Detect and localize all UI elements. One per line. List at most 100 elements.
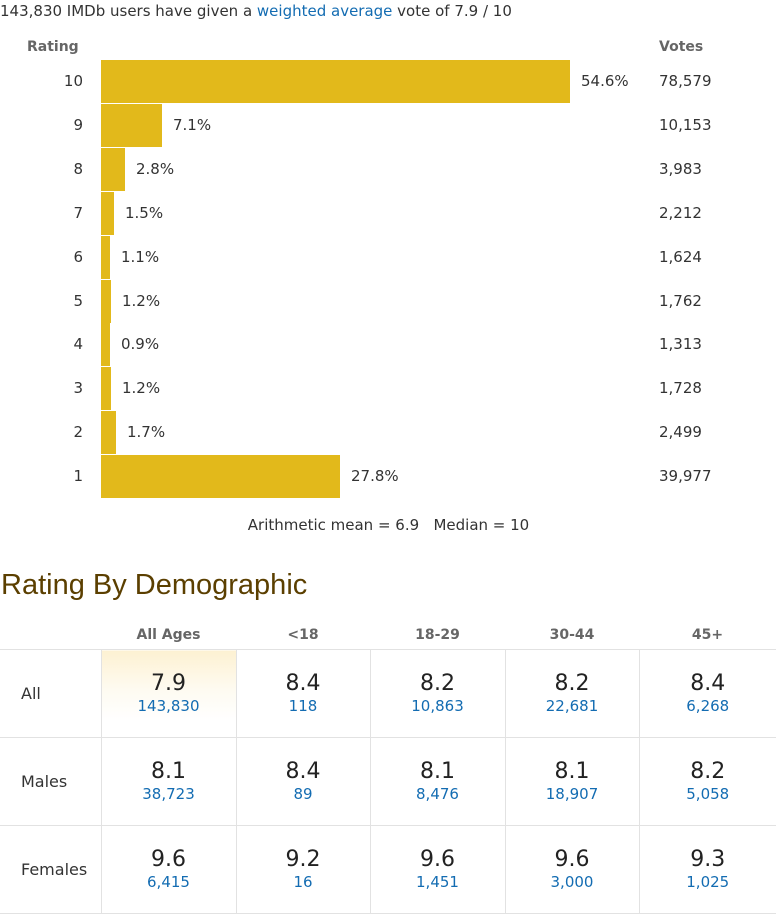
col-header-under-18: <18: [287, 627, 319, 643]
histogram-row: 5 1.2% 1,762: [0, 279, 777, 324]
rating-bar: [101, 323, 110, 367]
rating-value: 4: [73, 335, 83, 354]
demographic-votes-link[interactable]: 18,907: [545, 784, 599, 803]
demographic-row: Females 9.6 6,415 9.2 16 9.6 1,451 9.6 3,000 9.3 1…: [0, 825, 776, 914]
histogram-row: 6 1.1% 1,624: [0, 235, 777, 280]
demographic-rating: 9.3: [690, 846, 726, 872]
rating-percent: 1.7%: [127, 423, 166, 442]
histogram-row: 7 1.5% 2,212: [0, 191, 777, 236]
demographic-rating: 7.9: [151, 670, 186, 696]
demographic-cell: 8.4 6,268: [638, 649, 776, 738]
demographic-cell: 8.4 89: [235, 737, 371, 826]
demographic-votes-link[interactable]: 10,863: [411, 696, 464, 715]
demographic-votes-link[interactable]: 38,723: [142, 784, 195, 803]
rating-percent: 7.1%: [173, 115, 212, 134]
histogram-row: 2 1.7% 2,499: [0, 411, 777, 455]
col-header-45-plus: 45+: [691, 627, 724, 643]
demographic-rating: 9.2: [285, 846, 321, 872]
rating-percent: 1.1%: [121, 247, 160, 266]
demographic-rating: 8.1: [554, 758, 590, 784]
histogram-row: 1 27.8% 39,977: [0, 455, 777, 499]
rating-bar: [101, 235, 110, 279]
rating-summary: 143,830 IMDb users have given a weighted…: [0, 2, 512, 20]
demographic-votes-link[interactable]: 6,268: [686, 696, 730, 715]
demographic-rating: 8.4: [285, 670, 321, 696]
demographic-rating: 8.1: [151, 758, 186, 784]
demographic-cell: 9.3 1,025: [638, 825, 776, 914]
rating-percent: 1.5%: [125, 203, 164, 222]
demographic-cell: 9.2 16: [235, 825, 371, 914]
demographic-cell: 7.9 143,830: [100, 649, 237, 738]
rating-value: 9: [73, 115, 83, 134]
demographic-rating: 8.4: [690, 670, 726, 696]
rating-value: 6: [73, 247, 83, 266]
demographic-cell: 8.2 5,058: [638, 737, 776, 826]
rating-value: 8: [73, 159, 83, 178]
demographic-rating: 9.6: [420, 846, 455, 872]
demographic-table: All Ages <18 18-29 30-44 45+ All 7.9 143,8…: [0, 621, 776, 914]
corner-header: [0, 621, 101, 650]
demographic-cell: 8.4 118: [235, 649, 371, 738]
demographic-votes-link[interactable]: 16: [293, 872, 313, 891]
rating-percent: 0.9%: [121, 335, 160, 354]
demographic-row: All 7.9 143,830 8.4 118 8.2 10,863 8.2 22,681 8.4…: [0, 649, 776, 738]
demographic-row-label: All: [0, 649, 102, 738]
vote-count: 1,762: [659, 291, 702, 310]
rating-bar: [101, 411, 116, 455]
rating-percent: 1.2%: [122, 379, 161, 398]
demographic-rating: 9.6: [151, 846, 186, 872]
demographic-votes-link[interactable]: 8,476: [416, 784, 459, 803]
rating-value: 10: [63, 72, 83, 90]
col-header-30-44: 30-44: [549, 627, 595, 643]
demographic-rating: 8.2: [420, 670, 455, 696]
vote-count: 78,579: [659, 72, 712, 90]
vote-count: 2,499: [659, 423, 702, 442]
demographic-rating: 8.2: [554, 670, 590, 696]
col-header-all-ages: All Ages: [136, 627, 201, 643]
demographic-cell: 8.2 22,681: [504, 649, 640, 738]
vote-count: 2,212: [659, 203, 702, 222]
histogram-row: 10 54.6% 78,579: [0, 60, 777, 104]
demographic-cell: 8.1 8,476: [369, 737, 506, 826]
rating-bar: [101, 147, 125, 191]
demographic-votes-link[interactable]: 89: [293, 784, 313, 803]
demographic-votes-link[interactable]: 1,451: [416, 872, 459, 891]
rating-stats: Arithmetic mean = 6.9 Median = 10: [247, 516, 530, 534]
rating-value: 2: [73, 423, 83, 442]
rating-bar: [101, 103, 162, 147]
rating-value: 7: [73, 203, 83, 222]
demographic-votes-link[interactable]: 22,681: [545, 696, 599, 715]
rating-bar: [101, 279, 111, 323]
rating-value: 5: [73, 291, 83, 310]
col-header-18-29: 18-29: [415, 627, 460, 643]
demographic-header-row: All Ages <18 18-29 30-44 45+: [0, 621, 776, 650]
demographic-votes-link[interactable]: 5,058: [686, 784, 730, 803]
vote-count: 10,153: [659, 115, 712, 134]
demographic-cell: 8.1 38,723: [100, 737, 237, 826]
rating-percent: 1.2%: [122, 291, 161, 310]
demographic-rating: 8.4: [285, 758, 321, 784]
demographic-rating: 8.1: [420, 758, 455, 784]
rating-bar: [101, 191, 114, 235]
rating-bar: [101, 60, 570, 103]
demographic-cell: 9.6 6,415: [100, 825, 237, 914]
demographic-row: Males 8.1 38,723 8.4 89 8.1 8,476 8.1 18,907 8.2 5…: [0, 737, 776, 826]
demographic-votes-link[interactable]: 1,025: [686, 872, 730, 891]
demographic-votes-link[interactable]: 143,830: [137, 696, 200, 715]
summary-prefix: 143,830 IMDb users have given a: [0, 2, 257, 20]
histogram-row: 4 0.9% 1,313: [0, 323, 777, 367]
demographic-votes-link[interactable]: 118: [288, 696, 318, 715]
vote-count: 1,728: [659, 379, 702, 398]
histogram-row: 3 1.2% 1,728: [0, 367, 777, 411]
demographic-votes-link[interactable]: 3,000: [550, 872, 594, 891]
demographic-row-label: Females: [0, 825, 102, 914]
vote-count: 39,977: [659, 467, 712, 486]
rating-value: 3: [73, 379, 83, 398]
vote-count: 3,983: [659, 159, 702, 178]
demographic-votes-link[interactable]: 6,415: [147, 872, 190, 891]
weighted-average-link[interactable]: weighted average: [256, 2, 393, 20]
demographic-rating: 8.2: [690, 758, 726, 784]
votes-column-header: Votes: [659, 39, 704, 55]
vote-count: 1,624: [659, 247, 702, 266]
demographic-cell: 8.2 10,863: [369, 649, 506, 738]
